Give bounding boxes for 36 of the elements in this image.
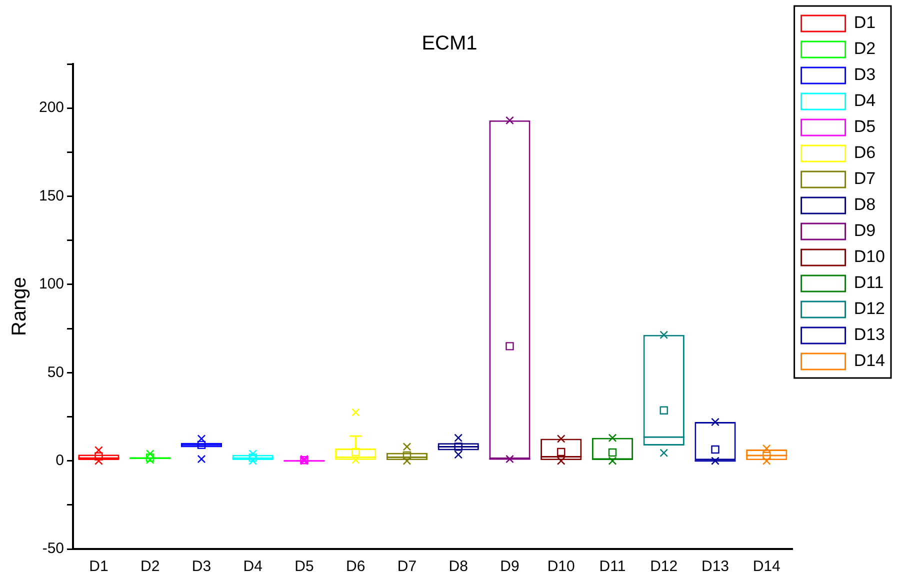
legend-label: D11 [854,273,884,292]
x-tick-label: D4 [243,558,262,576]
x-tick-label: D13 [701,558,730,576]
legend-label: D14 [854,351,885,370]
legend-label: D5 [854,117,876,136]
y-tick-label: 200 [38,99,64,116]
legend-label: D8 [854,195,876,214]
legend-label: D3 [854,65,876,84]
legend-label: D12 [854,299,885,318]
legend-label: D7 [854,169,876,188]
legend-label: D2 [854,39,876,58]
legend-label: D6 [854,143,876,162]
x-tick-label: D1 [89,558,108,576]
x-tick-label: D14 [752,558,780,576]
x-tick-label: D7 [397,558,417,576]
x-tick-label: D10 [547,558,575,576]
legend-label: D4 [854,91,876,110]
y-axis-title: Range [8,277,31,336]
x-tick-label: D8 [448,558,468,576]
x-tick-label: D9 [500,558,520,576]
y-tick-label: 50 [47,364,64,381]
y-tick-label: 0 [56,452,64,469]
chart-title: ECM1 [422,32,478,55]
y-tick-label: 150 [38,187,64,204]
x-tick-label: D5 [294,558,314,576]
x-tick-label: D2 [140,558,160,576]
y-tick-label: -50 [42,540,64,558]
x-tick-label: D11 [599,558,626,576]
x-tick-label: D3 [192,558,212,576]
y-tick-label: 100 [38,276,64,293]
legend-label: D9 [854,221,876,240]
x-tick-label: D6 [346,558,366,576]
legend-label: D1 [854,13,876,32]
x-tick-label: D12 [650,558,678,576]
legend-label: D13 [854,325,885,344]
legend-label: D10 [854,247,885,266]
